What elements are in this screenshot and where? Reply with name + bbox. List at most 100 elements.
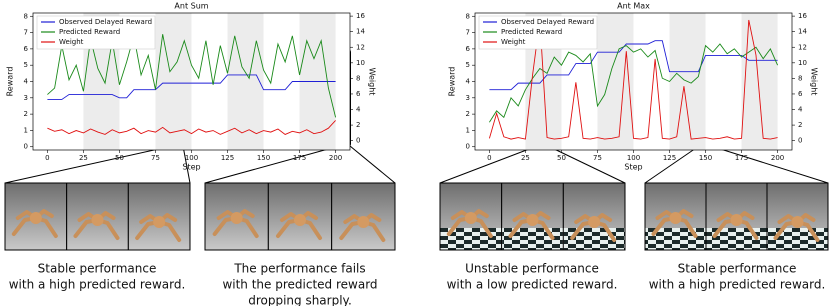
y2-tick-label: 2 bbox=[798, 121, 802, 129]
chart-title: Ant Sum bbox=[174, 2, 208, 11]
y-tick-label: 5 bbox=[24, 61, 28, 69]
x-axis-label: Step bbox=[182, 163, 200, 172]
snapshot-frame bbox=[562, 182, 626, 251]
snapshot-frame bbox=[267, 182, 333, 251]
ant-body bbox=[588, 216, 601, 228]
y-tick-label: 2 bbox=[466, 110, 470, 118]
ant-body bbox=[153, 216, 166, 228]
y2-tick-label: 8 bbox=[356, 74, 360, 82]
x-tick-label: 125 bbox=[663, 154, 676, 162]
zoom-line bbox=[204, 145, 340, 184]
x-tick-label: 25 bbox=[521, 154, 530, 162]
ant-body bbox=[91, 214, 104, 226]
zoom-lines bbox=[4, 145, 829, 184]
floor bbox=[645, 228, 706, 250]
x-tick-label: 100 bbox=[627, 154, 640, 162]
ant-body bbox=[464, 212, 477, 224]
snapshots bbox=[4, 182, 829, 251]
y-axis-label: Reward bbox=[6, 67, 15, 97]
y-axis-label: Reward bbox=[448, 67, 457, 97]
series-line bbox=[47, 120, 336, 135]
y-tick-label: 3 bbox=[466, 94, 470, 102]
legend-label: Predicted Reward bbox=[501, 28, 562, 36]
x-tick-label: 200 bbox=[329, 154, 342, 162]
ant-body bbox=[730, 214, 743, 226]
y-tick-label: 4 bbox=[466, 78, 471, 86]
y2-tick-label: 12 bbox=[356, 43, 365, 51]
x-tick-label: 175 bbox=[293, 154, 306, 162]
y-tick-label: 4 bbox=[24, 78, 29, 86]
chart-title: Ant Max bbox=[617, 2, 650, 11]
snapshot-frame bbox=[766, 182, 829, 251]
x-tick-label: 75 bbox=[151, 154, 160, 162]
legend-label: Weight bbox=[59, 38, 84, 46]
ant-body bbox=[294, 214, 306, 226]
y2-tick-label: 16 bbox=[356, 12, 365, 20]
ant-body bbox=[357, 216, 370, 228]
snapshot-frame bbox=[204, 182, 269, 251]
zoom-line bbox=[439, 145, 538, 184]
y-tick-label: 8 bbox=[466, 12, 470, 20]
x-tick-label: 75 bbox=[593, 154, 602, 162]
series-line bbox=[489, 40, 778, 91]
frame-bg bbox=[204, 182, 269, 251]
zoom-line bbox=[4, 145, 173, 184]
y2-tick-label: 0 bbox=[798, 137, 802, 145]
caption-line: dropping sharply. bbox=[248, 294, 352, 306]
caption-line: Stable performance bbox=[38, 262, 157, 276]
legend-label: Observed Delayed Reward bbox=[59, 18, 152, 26]
y2-tick-label: 14 bbox=[356, 28, 365, 36]
y-tick-label: 7 bbox=[466, 29, 470, 37]
x-tick-label: 50 bbox=[115, 154, 124, 162]
snapshot-frame bbox=[501, 182, 564, 251]
shaded-band bbox=[155, 13, 192, 150]
snapshot-frame bbox=[66, 182, 129, 251]
y2-tick-label: 6 bbox=[356, 90, 361, 98]
y-tick-label: 6 bbox=[466, 45, 471, 53]
y2-tick-label: 4 bbox=[356, 106, 361, 114]
x-axis-label: Step bbox=[624, 163, 642, 172]
snapshot-frame bbox=[705, 182, 768, 251]
plot-frame bbox=[474, 12, 793, 151]
caption-line: with a high predicted reward. bbox=[649, 278, 826, 292]
x-tick-label: 125 bbox=[221, 154, 234, 162]
y2-axis-label: Weight bbox=[368, 68, 377, 96]
snapshot-frame bbox=[644, 182, 707, 251]
caption-line: Stable performance bbox=[678, 262, 797, 276]
snapshot-frame bbox=[331, 182, 396, 251]
caption-line: Unstable performance bbox=[465, 262, 599, 276]
y2-tick-label: 10 bbox=[356, 59, 365, 67]
y2-tick-label: 4 bbox=[798, 106, 803, 114]
caption-line: with a low predicted reward. bbox=[447, 278, 618, 292]
caption-line: The performance fails bbox=[233, 262, 365, 276]
series-line bbox=[489, 43, 779, 123]
x-tick-label: 0 bbox=[45, 154, 49, 162]
x-tick-label: 150 bbox=[699, 154, 712, 162]
x-tick-label: 0 bbox=[487, 154, 491, 162]
legend-label: Weight bbox=[501, 38, 526, 46]
snapshot-frame bbox=[127, 182, 191, 251]
x-tick-label: 50 bbox=[557, 154, 566, 162]
series-line bbox=[47, 34, 337, 118]
legend-box bbox=[36, 15, 156, 50]
snapshot-frame bbox=[4, 182, 68, 251]
x-tick-label: 200 bbox=[771, 154, 784, 162]
y2-tick-label: 0 bbox=[356, 137, 360, 145]
y-tick-label: 3 bbox=[24, 94, 28, 102]
legend-box bbox=[478, 15, 598, 50]
y-tick-label: 6 bbox=[24, 45, 29, 53]
x-tick-label: 175 bbox=[735, 154, 748, 162]
ant-body bbox=[791, 216, 804, 228]
series-line bbox=[47, 74, 336, 100]
legend-label: Predicted Reward bbox=[59, 28, 120, 36]
caption-line: with a high predicted reward. bbox=[9, 278, 186, 292]
plot-frame bbox=[32, 12, 351, 151]
zoom-line bbox=[547, 145, 626, 184]
y-tick-label: 1 bbox=[24, 126, 28, 134]
floor bbox=[440, 228, 502, 250]
y-tick-label: 0 bbox=[24, 143, 28, 151]
y-tick-label: 7 bbox=[24, 29, 28, 37]
caption-line: with the predicted reward bbox=[222, 278, 377, 292]
y2-tick-label: 2 bbox=[356, 121, 360, 129]
